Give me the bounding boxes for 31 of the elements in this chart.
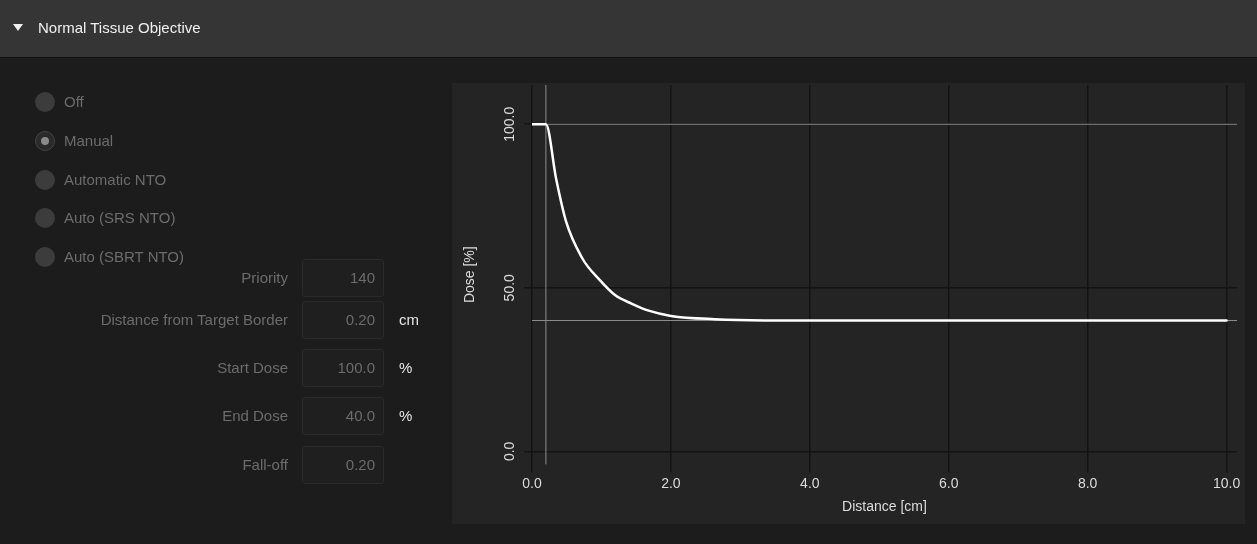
- text: Auto (SRS NTO): [64, 209, 176, 226]
- x-tick-label: 6.0: [939, 474, 959, 491]
- text: Normal Tissue Objective: [38, 19, 201, 36]
- x-tick-label: 4.0: [800, 474, 820, 491]
- y-tick-label: 50.0: [500, 273, 517, 302]
- line-series: [532, 123, 1228, 322]
- text: Fall-off: [242, 456, 288, 473]
- text: Distance from Target Border: [100, 311, 288, 328]
- text: Off: [64, 93, 84, 110]
- text: 40.0: [302, 397, 384, 435]
- text: Automatic NTO: [64, 171, 167, 188]
- x-tick-label: 2.0: [661, 474, 681, 491]
- text: Start Dose: [217, 359, 288, 376]
- text: 0.20: [302, 301, 384, 339]
- text: 100.0: [302, 349, 384, 387]
- text: 0.20: [302, 446, 384, 484]
- x-tick-label: 10.0: [1212, 474, 1241, 491]
- text: %: [399, 407, 413, 424]
- x-tick-label: 8.0: [1077, 474, 1098, 491]
- x-tick-label: 0.0: [522, 474, 542, 491]
- text: cm: [399, 311, 419, 328]
- text: 140: [302, 259, 384, 297]
- y-tick-label: 0.0: [500, 441, 517, 462]
- text: Priority: [241, 269, 288, 286]
- y-tick-label: 100.0: [500, 106, 517, 142]
- text: Auto (SBRT NTO): [64, 248, 185, 265]
- text: Manual: [64, 132, 114, 149]
- x-axis-title: Distance [cm]: [842, 498, 927, 515]
- y-axis-title: Dose [%]: [460, 246, 477, 304]
- text: End Dose: [222, 407, 288, 424]
- text: %: [399, 359, 413, 376]
